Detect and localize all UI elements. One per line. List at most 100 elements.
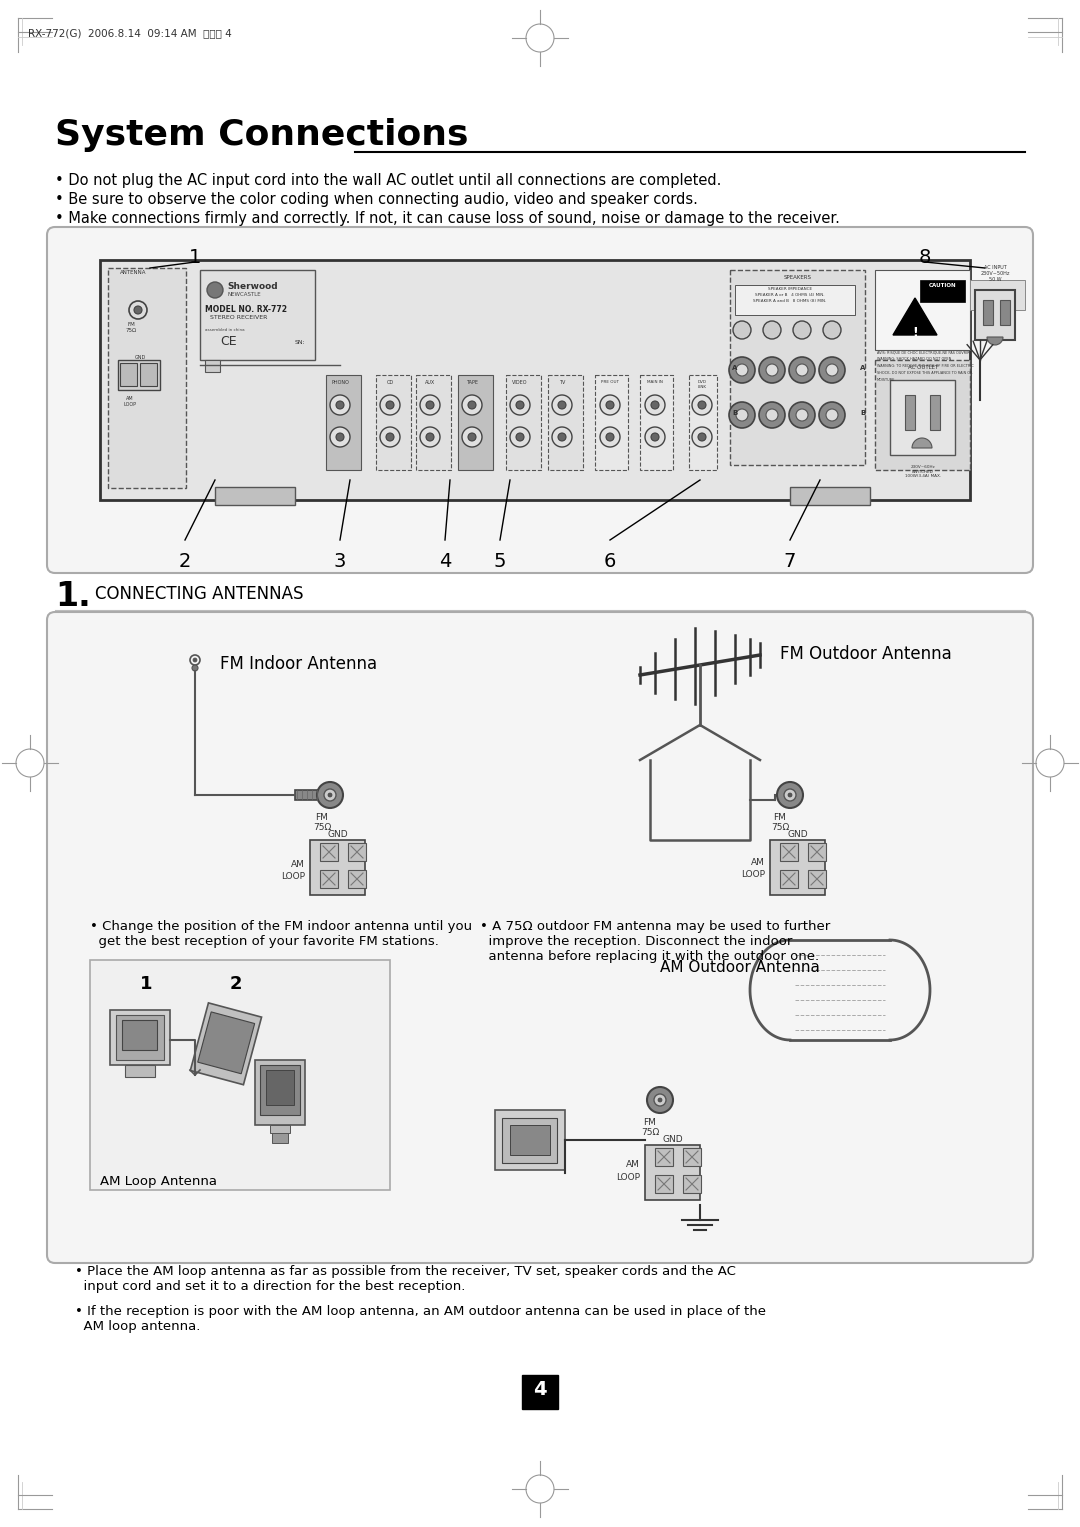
Circle shape [336, 402, 345, 409]
Text: !: ! [913, 325, 918, 339]
Circle shape [793, 321, 811, 339]
Text: • A 75Ω outdoor FM antenna may be used to further
  improve the reception. Disco: • A 75Ω outdoor FM antenna may be used t… [480, 919, 831, 964]
Circle shape [789, 402, 815, 428]
Text: 2: 2 [179, 551, 191, 571]
Bar [875, 270, 970, 350]
Bar [730, 270, 865, 466]
Circle shape [468, 402, 476, 409]
Bar [1000, 299, 1010, 325]
Circle shape [826, 409, 838, 421]
Bar [735, 286, 855, 315]
Bar [270, 1125, 291, 1133]
Circle shape [698, 402, 706, 409]
Bar [348, 843, 366, 861]
Bar [510, 1125, 550, 1154]
Text: SPEAKER A and B   8 OHMS (8) MIN.: SPEAKER A and B 8 OHMS (8) MIN. [754, 299, 826, 302]
Circle shape [789, 357, 815, 383]
Bar [905, 395, 915, 431]
Circle shape [193, 658, 197, 663]
Circle shape [468, 434, 476, 441]
Bar [522, 1374, 558, 1409]
Bar [200, 270, 315, 360]
Circle shape [516, 434, 524, 441]
Text: LOOP: LOOP [741, 870, 765, 880]
Bar [215, 487, 295, 505]
Circle shape [462, 395, 482, 415]
Bar [260, 1064, 300, 1115]
Text: • Be sure to observe the color coding when connecting audio, video and speaker c: • Be sure to observe the color coding wh… [55, 192, 698, 208]
Bar [255, 1060, 305, 1125]
Text: CONNECTING ANTENNAS: CONNECTING ANTENNAS [95, 585, 303, 603]
Bar [595, 376, 627, 470]
Text: • Place the AM loop antenna as far as possible from the receiver, TV set, speake: • Place the AM loop antenna as far as po… [75, 1264, 735, 1293]
Circle shape [698, 434, 706, 441]
Text: 7: 7 [784, 551, 796, 571]
Circle shape [386, 434, 394, 441]
Text: AUX: AUX [424, 380, 435, 385]
Text: MOISTURE.: MOISTURE. [877, 379, 896, 382]
Bar [295, 789, 323, 800]
Text: MAIN IN: MAIN IN [647, 380, 663, 383]
Circle shape [510, 428, 530, 447]
Bar [90, 960, 390, 1190]
Text: A: A [860, 365, 865, 371]
Bar [458, 376, 492, 470]
Bar [122, 1020, 157, 1051]
Bar [689, 376, 717, 470]
Circle shape [606, 402, 615, 409]
Circle shape [426, 434, 434, 441]
Text: GND: GND [327, 831, 349, 838]
Text: STEREO RECEIVER: STEREO RECEIVER [210, 315, 268, 321]
Text: GND: GND [787, 831, 808, 838]
Text: AM: AM [292, 860, 305, 869]
Circle shape [129, 301, 147, 319]
Circle shape [420, 395, 440, 415]
Text: CAUTION: CAUTION [929, 282, 957, 289]
Polygon shape [198, 1012, 255, 1073]
Bar [808, 870, 826, 889]
Bar [808, 843, 826, 861]
Bar [507, 376, 541, 470]
Text: FM
75Ω: FM 75Ω [640, 1118, 659, 1138]
Circle shape [552, 395, 572, 415]
Text: System Connections: System Connections [55, 118, 469, 153]
Text: VIDEO: VIDEO [512, 380, 528, 385]
Text: SPEAKER IMPEDANCE: SPEAKER IMPEDANCE [768, 287, 812, 292]
Circle shape [600, 395, 620, 415]
FancyBboxPatch shape [48, 612, 1032, 1263]
Circle shape [207, 282, 222, 298]
Circle shape [380, 395, 400, 415]
Bar [930, 395, 940, 431]
Bar [683, 1174, 701, 1193]
Text: B: B [732, 411, 738, 415]
Bar [983, 299, 993, 325]
Circle shape [600, 428, 620, 447]
Text: WARNING: SHOCK HAZARD-DO NOT OPEN: WARNING: SHOCK HAZARD-DO NOT OPEN [877, 357, 951, 360]
Circle shape [420, 428, 440, 447]
Circle shape [735, 363, 748, 376]
Circle shape [733, 321, 751, 339]
Text: FM
75Ω: FM 75Ω [313, 812, 332, 832]
Bar [640, 376, 673, 470]
Text: 4: 4 [534, 1380, 546, 1399]
Circle shape [558, 434, 566, 441]
Polygon shape [190, 1003, 261, 1084]
Text: • Make connections firmly and correctly. If not, it can cause loss of sound, noi: • Make connections firmly and correctly.… [55, 211, 840, 226]
Circle shape [324, 789, 336, 802]
Text: LOOP: LOOP [281, 872, 305, 881]
Bar [140, 363, 157, 386]
Circle shape [729, 357, 755, 383]
Bar [654, 1174, 673, 1193]
Text: CE: CE [220, 334, 237, 348]
Circle shape [796, 409, 808, 421]
Wedge shape [912, 438, 932, 447]
Bar [266, 1070, 294, 1106]
Bar [320, 870, 338, 889]
Text: PRE OUT: PRE OUT [600, 380, 619, 383]
Bar [205, 360, 220, 373]
Text: 4: 4 [438, 551, 451, 571]
Circle shape [823, 321, 841, 339]
Text: NEWCASTLE: NEWCASTLE [227, 292, 260, 296]
Bar [100, 260, 970, 499]
Bar [348, 870, 366, 889]
